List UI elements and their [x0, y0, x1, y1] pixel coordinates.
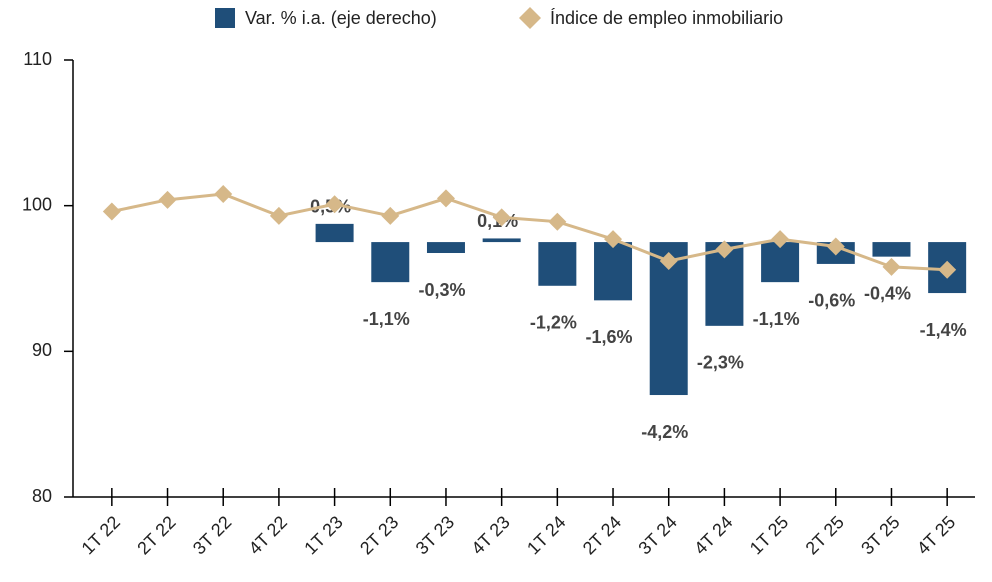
marker — [882, 257, 901, 276]
bar — [538, 242, 577, 286]
value-label: -1,1% — [363, 309, 410, 329]
bar — [594, 242, 633, 301]
marker — [492, 208, 511, 227]
x-tick-label: 4T 25 — [913, 512, 959, 558]
value-label: -2,3% — [697, 353, 744, 373]
marker — [715, 240, 734, 259]
marker — [938, 260, 957, 279]
x-tick-label: 3T 24 — [634, 512, 680, 558]
value-label: -1,2% — [530, 313, 577, 333]
value-label: -1,6% — [586, 327, 633, 347]
bar — [315, 223, 354, 243]
value-label: -4,2% — [641, 422, 688, 442]
marker — [214, 185, 233, 204]
marker — [659, 252, 678, 271]
x-tick-label: 2T 22 — [133, 512, 179, 558]
marker — [269, 206, 288, 225]
y-tick-label: 100 — [22, 194, 52, 214]
x-tick-label: 3T 25 — [857, 512, 903, 558]
x-tick-label: 2T 25 — [802, 512, 848, 558]
value-label: -0,6% — [808, 291, 855, 311]
legend-swatch — [519, 7, 541, 29]
x-tick-label: 4T 22 — [245, 512, 291, 558]
marker — [604, 230, 623, 249]
marker — [102, 202, 121, 221]
marker — [548, 212, 567, 231]
bar — [872, 242, 911, 257]
line — [111, 192, 948, 272]
x-tick-label: 4T 23 — [467, 512, 513, 558]
x-tick-label: 1T 25 — [746, 512, 792, 558]
x-tick-label: 3T 22 — [189, 512, 235, 558]
legend-swatch — [215, 8, 235, 28]
bar — [482, 238, 521, 243]
value-label: -1,1% — [753, 309, 800, 329]
legend-label: Índice de empleo inmobiliario — [550, 8, 783, 28]
marker — [325, 195, 344, 214]
x-tick-label: 1T 24 — [523, 512, 569, 558]
x-tick-label: 1T 22 — [78, 512, 124, 558]
x-tick-label: 2T 24 — [579, 512, 625, 558]
legend-label: Var. % i.a. (eje derecho) — [245, 8, 437, 28]
x-tick-label: 4T 24 — [690, 512, 736, 558]
marker — [436, 189, 455, 208]
value-label: -1,4% — [920, 320, 967, 340]
marker — [158, 190, 177, 209]
bar — [426, 242, 465, 254]
marker — [771, 230, 790, 249]
x-tick-label: 3T 23 — [412, 512, 458, 558]
marker — [826, 237, 845, 256]
y-tick-label: 110 — [23, 49, 52, 69]
x-tick-label: 1T 23 — [300, 512, 346, 558]
value-label: -0,4% — [864, 283, 911, 303]
value-label: -0,3% — [418, 280, 465, 300]
bar — [761, 242, 800, 283]
y-tick-label: 90 — [32, 340, 52, 360]
bar — [371, 242, 410, 283]
marker — [381, 206, 400, 225]
y-tick-label: 80 — [32, 486, 52, 506]
x-tick-label: 2T 23 — [356, 512, 402, 558]
